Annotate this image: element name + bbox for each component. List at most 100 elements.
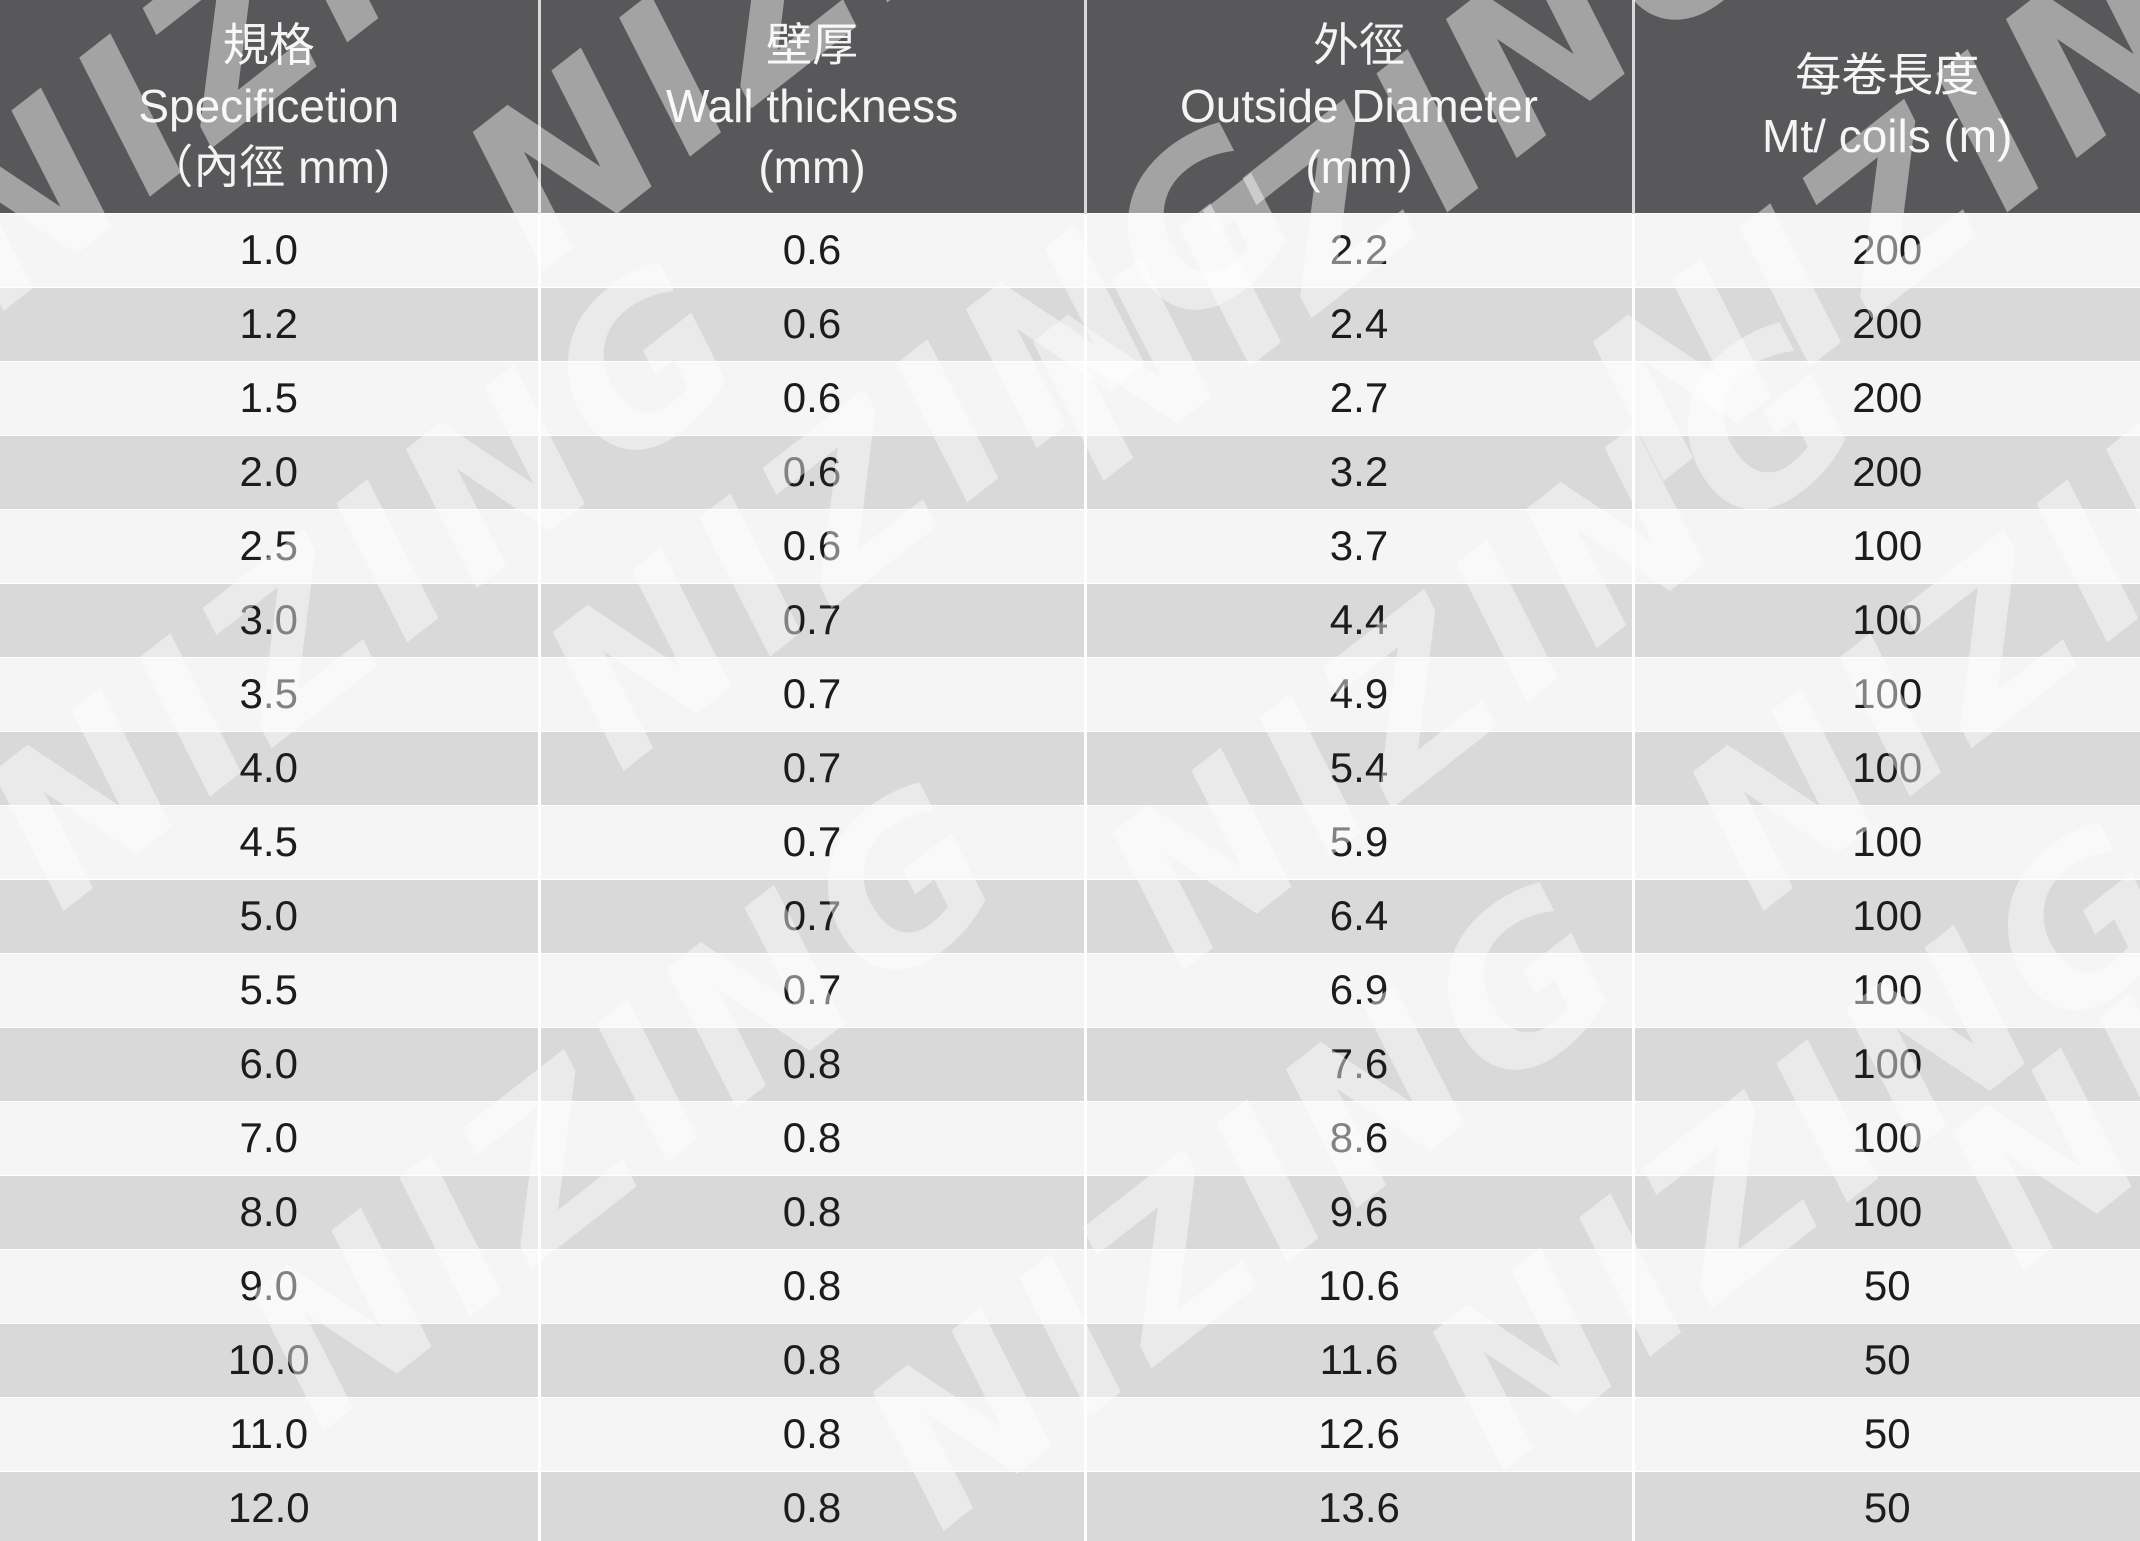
cell-wall-thickness: 0.7: [539, 656, 1087, 731]
cell-length-per-coil: 200: [1633, 286, 2140, 361]
cell-wall-thickness: 0.6: [539, 360, 1087, 435]
cell-length-per-coil: 100: [1633, 582, 2140, 657]
cell-length-per-coil: 100: [1633, 656, 2140, 731]
cell-wall-thickness: 0.6: [539, 212, 1087, 287]
cell-wall-thickness: 0.8: [539, 1396, 1087, 1471]
cell-wall-thickness: 0.7: [539, 582, 1087, 657]
cell-inner-diameter: 1.0: [0, 212, 541, 287]
table-row: 5.5 0.7 6.9 100: [0, 952, 2140, 1027]
cell-outside-diameter: 5.9: [1085, 804, 1635, 879]
cell-inner-diameter: 5.5: [0, 952, 541, 1027]
header-line: 外徑: [1313, 18, 1405, 71]
cell-inner-diameter: 2.0: [0, 434, 541, 509]
cell-outside-diameter: 2.2: [1085, 212, 1635, 287]
cell-wall-thickness: 0.8: [539, 1322, 1087, 1397]
cell-wall-thickness: 0.6: [539, 434, 1087, 509]
cell-inner-diameter: 6.0: [0, 1026, 541, 1101]
table-row: 3.0 0.7 4.4 100: [0, 582, 2140, 657]
cell-length-per-coil: 200: [1633, 212, 2140, 287]
table-row: 12.0 0.8 13.6 50: [0, 1470, 2140, 1541]
header-specification: 規格 Specificetion （內徑 mm): [0, 0, 541, 213]
cell-inner-diameter: 4.5: [0, 804, 541, 879]
cell-wall-thickness: 0.8: [539, 1100, 1087, 1175]
cell-wall-thickness: 0.7: [539, 878, 1087, 953]
table-row: 2.5 0.6 3.7 100: [0, 508, 2140, 583]
cell-length-per-coil: 100: [1633, 1026, 2140, 1101]
table-row: 2.0 0.6 3.2 200: [0, 434, 2140, 509]
cell-wall-thickness: 0.6: [539, 508, 1087, 583]
cell-inner-diameter: 12.0: [0, 1470, 541, 1541]
cell-length-per-coil: 100: [1633, 804, 2140, 879]
table-row: 4.0 0.7 5.4 100: [0, 730, 2140, 805]
cell-length-per-coil: 200: [1633, 360, 2140, 435]
header-line: 每卷長度: [1795, 49, 1980, 102]
cell-length-per-coil: 50: [1633, 1470, 2140, 1541]
cell-inner-diameter: 3.5: [0, 656, 541, 731]
cell-length-per-coil: 200: [1633, 434, 2140, 509]
table-row: 1.0 0.6 2.2 200: [0, 212, 2140, 287]
table-row: 5.0 0.7 6.4 100: [0, 878, 2140, 953]
cell-length-per-coil: 100: [1633, 1174, 2140, 1249]
cell-outside-diameter: 12.6: [1085, 1396, 1635, 1471]
cell-length-per-coil: 100: [1633, 508, 2140, 583]
header-outside-diameter: 外徑 Outside Diameter (mm): [1085, 0, 1635, 213]
cell-inner-diameter: 7.0: [0, 1100, 541, 1175]
header-line: Outside Diameter: [1180, 79, 1538, 132]
cell-inner-diameter: 10.0: [0, 1322, 541, 1397]
cell-outside-diameter: 2.4: [1085, 286, 1635, 361]
cell-wall-thickness: 0.6: [539, 286, 1087, 361]
cell-outside-diameter: 11.6: [1085, 1322, 1635, 1397]
header-line: Wall thickness: [665, 79, 959, 132]
table-body: 1.0 0.6 2.2 200 1.2 0.6 2.4 200 1.5 0.6 2.7 200 2.0 0…: [0, 212, 2140, 1541]
cell-wall-thickness: 0.7: [539, 952, 1087, 1027]
table-row: 11.0 0.8 12.6 50: [0, 1396, 2140, 1471]
table-row: 8.0 0.8 9.6 100: [0, 1174, 2140, 1249]
cell-length-per-coil: 50: [1633, 1248, 2140, 1323]
cell-wall-thickness: 0.7: [539, 730, 1087, 805]
table-header: 規格 Specificetion （內徑 mm) 壁厚 Wall thickness (m…: [0, 0, 2140, 213]
cell-wall-thickness: 0.8: [539, 1248, 1087, 1323]
header-wall-thickness: 壁厚 Wall thickness (mm): [539, 0, 1087, 213]
cell-wall-thickness: 0.8: [539, 1470, 1087, 1541]
header-row: 規格 Specificetion （內徑 mm) 壁厚 Wall thickness (m…: [0, 0, 2140, 213]
cell-outside-diameter: 8.6: [1085, 1100, 1635, 1175]
table-row: 6.0 0.8 7.6 100: [0, 1026, 2140, 1101]
cell-outside-diameter: 3.2: [1085, 434, 1635, 509]
header-length-per-coil: 每卷長度 Mt/ coils (m): [1633, 0, 2140, 213]
cell-inner-diameter: 1.5: [0, 360, 541, 435]
table-row: 4.5 0.7 5.9 100: [0, 804, 2140, 879]
header-line: Mt/ coils (m): [1762, 110, 2013, 163]
header-line: (mm): [758, 140, 866, 193]
table-row: 9.0 0.8 10.6 50: [0, 1248, 2140, 1323]
table-row: 7.0 0.8 8.6 100: [0, 1100, 2140, 1175]
cell-length-per-coil: 100: [1633, 1100, 2140, 1175]
cell-inner-diameter: 2.5: [0, 508, 541, 583]
table-row: 1.5 0.6 2.7 200: [0, 360, 2140, 435]
cell-length-per-coil: 50: [1633, 1322, 2140, 1397]
table-row: 3.5 0.7 4.9 100: [0, 656, 2140, 731]
header-line: Specificetion: [138, 79, 400, 132]
header-line: 規格: [222, 18, 315, 71]
cell-length-per-coil: 100: [1633, 952, 2140, 1027]
cell-inner-diameter: 9.0: [0, 1248, 541, 1323]
table-row: 1.2 0.6 2.4 200: [0, 286, 2140, 361]
cell-outside-diameter: 13.6: [1085, 1470, 1635, 1541]
cell-wall-thickness: 0.8: [539, 1026, 1087, 1101]
cell-inner-diameter: 11.0: [0, 1396, 541, 1471]
cell-wall-thickness: 0.7: [539, 804, 1087, 879]
cell-wall-thickness: 0.8: [539, 1174, 1087, 1249]
cell-outside-diameter: 4.4: [1085, 582, 1635, 657]
cell-outside-diameter: 6.4: [1085, 878, 1635, 953]
cell-inner-diameter: 5.0: [0, 878, 541, 953]
cell-inner-diameter: 8.0: [0, 1174, 541, 1249]
header-line: （內徑 mm): [147, 140, 391, 193]
cell-outside-diameter: 3.7: [1085, 508, 1635, 583]
cell-length-per-coil: 100: [1633, 730, 2140, 805]
cell-inner-diameter: 4.0: [0, 730, 541, 805]
cell-length-per-coil: 50: [1633, 1396, 2140, 1471]
cell-inner-diameter: 1.2: [0, 286, 541, 361]
cell-outside-diameter: 10.6: [1085, 1248, 1635, 1323]
cell-outside-diameter: 6.9: [1085, 952, 1635, 1027]
cell-outside-diameter: 2.7: [1085, 360, 1635, 435]
